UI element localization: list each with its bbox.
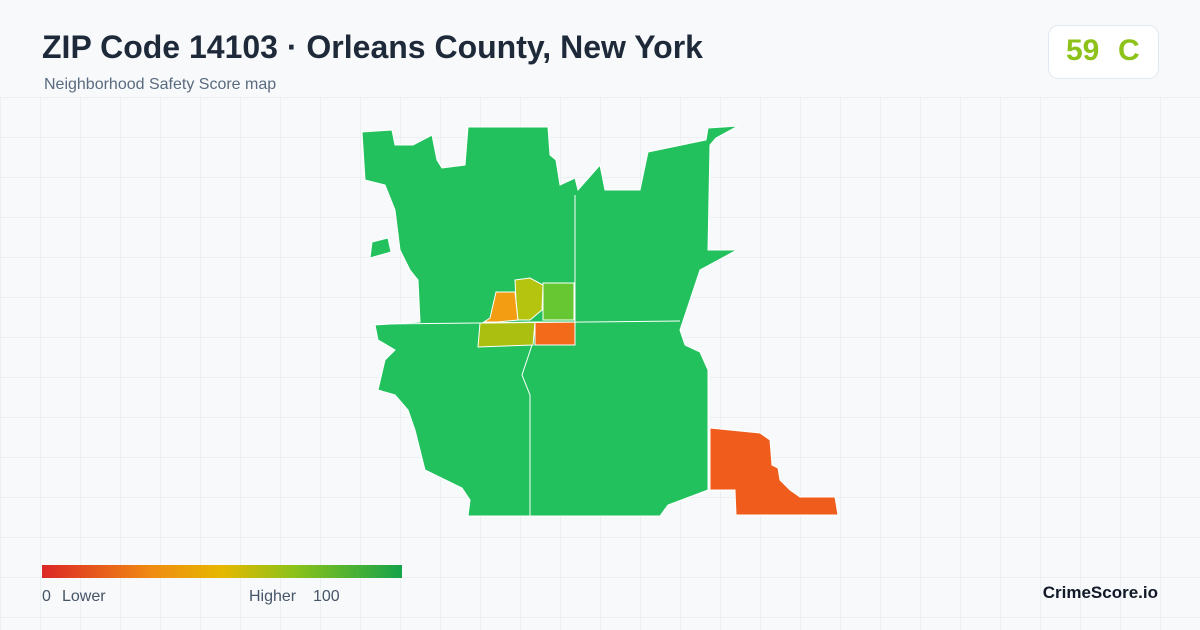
score: 59: [1066, 34, 1100, 67]
legend-min-label: Lower: [62, 588, 106, 605]
region: [477, 321, 536, 348]
score-box: [1048, 25, 1159, 79]
legend-max-label: Higher: [249, 588, 297, 605]
legend-gradient: [42, 565, 402, 578]
region: [369, 237, 392, 259]
border: [374, 320, 681, 325]
region: [709, 427, 839, 516]
grade: C: [1118, 34, 1140, 67]
region: [482, 291, 519, 323]
region: [361, 125, 739, 517]
title: ZIP Code 14103 · Orleans County, New Yor…: [42, 29, 703, 65]
brand: CrimeScore.io: [1042, 583, 1158, 602]
border: [521, 344, 533, 516]
region: [542, 282, 575, 321]
regions: [361, 125, 839, 517]
legend-max: 100: [313, 588, 340, 605]
region: [514, 277, 544, 321]
legend-min: 0: [42, 588, 51, 605]
region: [534, 321, 576, 346]
subtitle: Neighborhood Safety Score map: [44, 76, 277, 93]
